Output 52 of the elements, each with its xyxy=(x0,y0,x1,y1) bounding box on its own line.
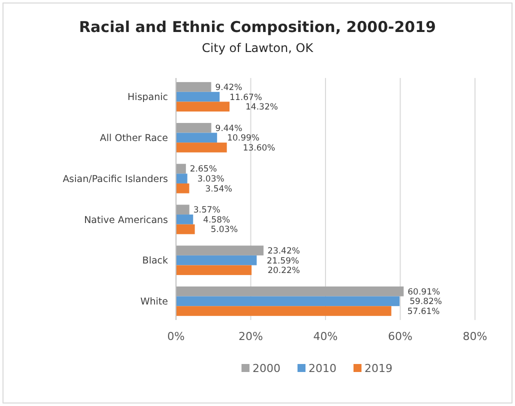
data-label: 13.60% xyxy=(242,143,276,154)
bar xyxy=(176,122,212,133)
data-label: 3.03% xyxy=(197,174,224,185)
bar xyxy=(176,92,220,102)
data-label: 4.58% xyxy=(203,215,230,226)
legend-label: 2010 xyxy=(308,362,336,375)
chart-title: Racial and Ethnic Composition, 2000-2019 xyxy=(79,18,436,36)
x-tick-label: 80% xyxy=(462,330,488,343)
bar xyxy=(176,306,392,316)
bar xyxy=(176,164,186,174)
bar xyxy=(176,142,227,152)
y-tick-label: Hispanic xyxy=(128,92,168,104)
bar xyxy=(176,204,190,215)
bar xyxy=(176,82,212,92)
x-tick-label: 60% xyxy=(388,330,412,343)
bar xyxy=(176,183,190,194)
x-tick-label: 0% xyxy=(167,330,185,343)
data-label: 9.42% xyxy=(215,82,242,93)
legend-label: 2000 xyxy=(252,362,280,375)
bar xyxy=(176,255,257,266)
bar xyxy=(176,102,230,112)
data-label: 3.57% xyxy=(193,206,220,216)
data-label: 2.65% xyxy=(190,164,217,175)
bar xyxy=(176,265,252,276)
data-label: 60.91% xyxy=(408,287,440,298)
data-label: 59.82% xyxy=(410,297,442,308)
bar xyxy=(176,174,188,184)
chart-subtitle: City of Lawton, OK xyxy=(202,41,314,55)
x-tick-label: 20% xyxy=(238,330,263,343)
data-label: 10.99% xyxy=(227,134,260,144)
y-tick-label: Native Americans xyxy=(84,214,168,226)
bar xyxy=(176,214,194,224)
data-label: 21.59% xyxy=(266,256,300,266)
y-tick-label: All Other Race xyxy=(100,133,168,144)
data-label: 3.54% xyxy=(205,184,232,194)
data-label: 23.42% xyxy=(268,246,300,256)
bar xyxy=(176,132,218,143)
bar xyxy=(176,286,404,296)
data-label: 20.22% xyxy=(268,266,300,276)
data-label: 57.61% xyxy=(407,306,440,317)
bar xyxy=(176,296,400,306)
y-tick-label: Black xyxy=(142,256,168,267)
y-tick-label: White xyxy=(140,296,168,308)
legend-label: 2019 xyxy=(364,362,392,375)
data-label: 5.03% xyxy=(210,225,238,236)
bar xyxy=(176,246,264,256)
data-label: 11.67% xyxy=(230,92,262,103)
data-label: 14.32% xyxy=(246,102,278,113)
bar xyxy=(176,224,195,234)
y-tick-label: Asian/Pacific Islanders xyxy=(62,174,168,185)
data-label: 9.44% xyxy=(215,124,242,134)
x-tick-label: 40% xyxy=(313,330,338,343)
